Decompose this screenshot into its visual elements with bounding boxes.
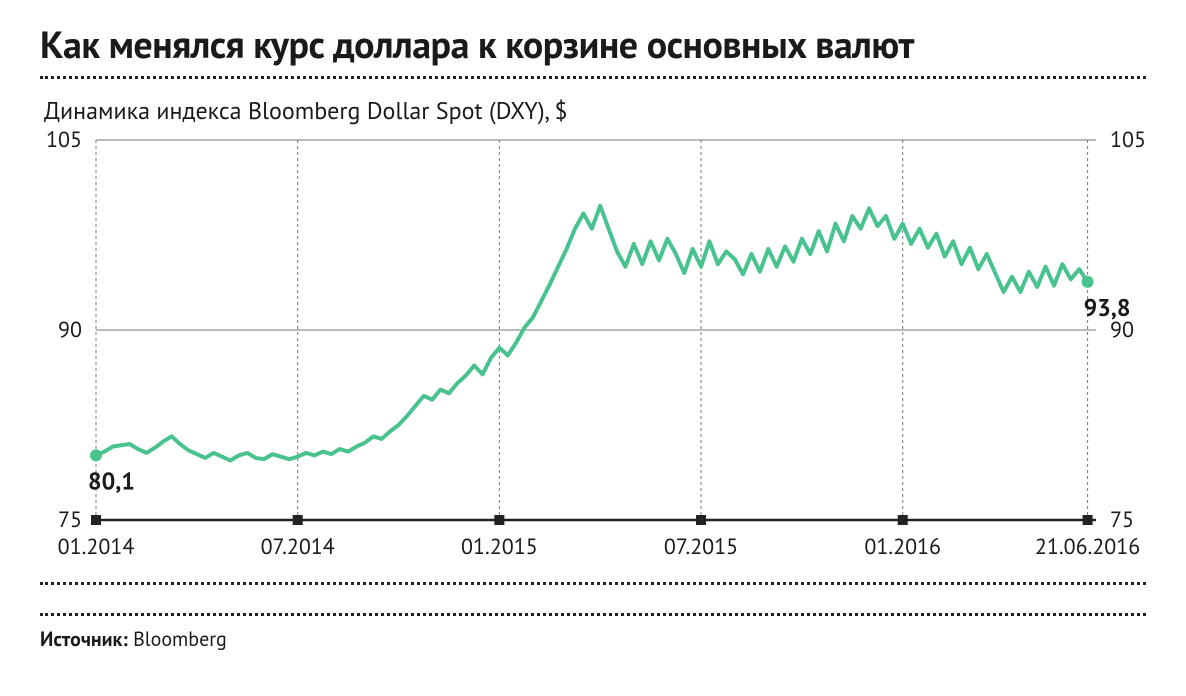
divider-mid [40, 582, 1146, 585]
series-endpoint-label: 80,1 [88, 465, 135, 496]
line-chart: 7575909010510501.201407.201401.201507.20… [40, 130, 1152, 570]
x-tick-marker [91, 515, 101, 525]
x-tick-label: 01.2016 [864, 533, 941, 561]
x-tick-marker [898, 515, 908, 525]
source-label: Источник: [40, 626, 128, 652]
series-endpoint-label: 93,8 [1084, 292, 1131, 323]
dxy-series [96, 206, 1088, 461]
divider-bottom [40, 613, 1146, 616]
series-endpoint-marker [1082, 276, 1094, 288]
x-tick-label: 01.2015 [461, 533, 538, 561]
x-tick-label: 21.06.2016 [1035, 533, 1140, 561]
source-value: Bloomberg [133, 626, 227, 652]
chart-container: 7575909010510501.201407.201401.201507.20… [40, 130, 1146, 570]
x-tick-label: 07.2014 [261, 533, 335, 561]
x-tick-marker [494, 515, 504, 525]
y-tick-right: 105 [1110, 130, 1146, 154]
y-tick-left: 75 [58, 506, 82, 534]
divider-top [40, 76, 1146, 79]
y-tick-left: 90 [58, 316, 82, 344]
y-tick-right: 75 [1110, 506, 1134, 534]
x-tick-marker [293, 515, 303, 525]
source-line: Источник: Bloomberg [40, 626, 1146, 652]
chart-subtitle: Динамика индекса Bloomberg Dollar Spot (… [44, 95, 1146, 126]
x-tick-marker [1083, 515, 1093, 525]
x-tick-label: 07.2015 [664, 533, 738, 561]
x-tick-label: 01.2014 [58, 533, 135, 561]
y-tick-left: 105 [46, 130, 82, 154]
chart-title: Как менялся курс доллара к корзине основ… [40, 24, 1146, 66]
series-endpoint-marker [90, 449, 102, 461]
x-tick-marker [696, 515, 706, 525]
